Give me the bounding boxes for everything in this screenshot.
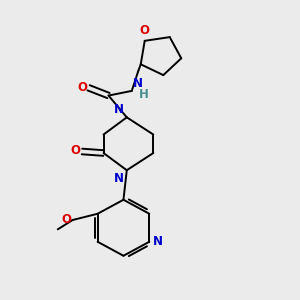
Text: N: N [113, 172, 124, 185]
Text: N: N [113, 103, 124, 116]
Text: N: N [132, 77, 142, 90]
Text: O: O [70, 144, 80, 158]
Text: H: H [139, 88, 149, 100]
Text: O: O [61, 214, 71, 226]
Text: N: N [153, 235, 163, 248]
Text: O: O [77, 81, 87, 94]
Text: O: O [140, 24, 150, 37]
